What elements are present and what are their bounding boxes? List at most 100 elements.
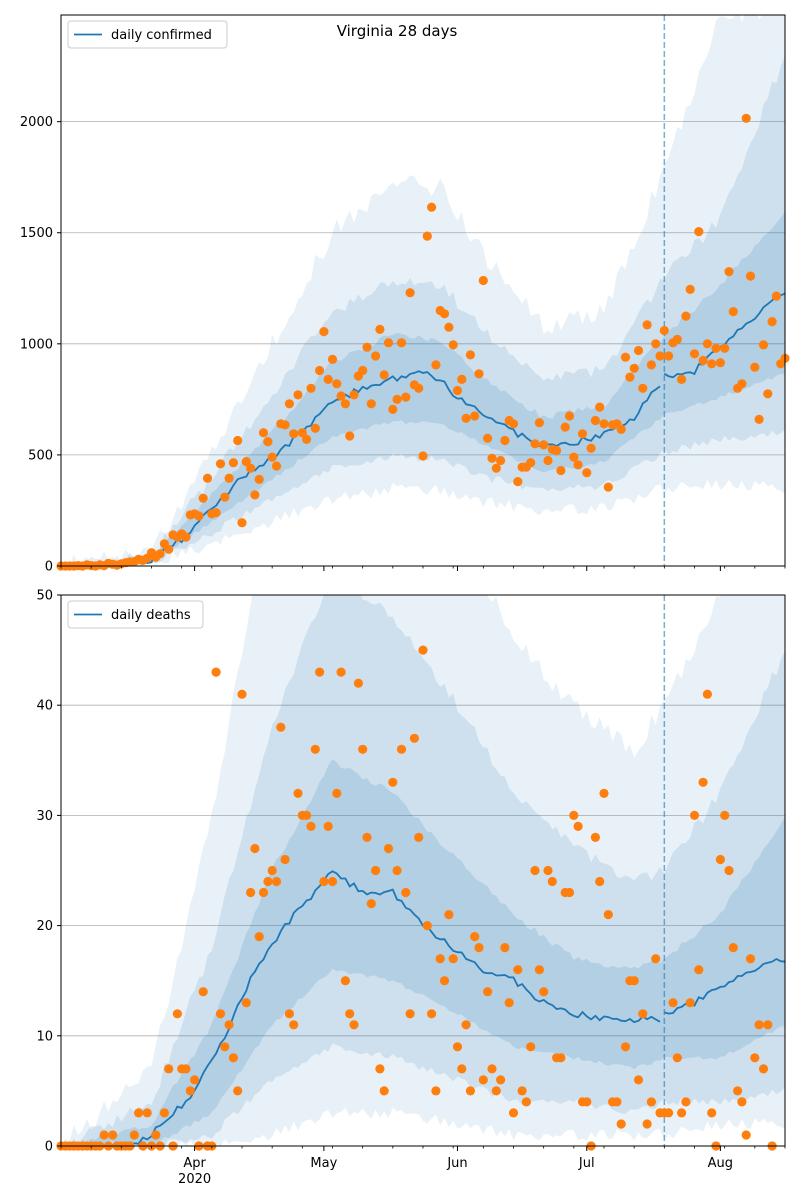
confirmed-observed-point xyxy=(737,379,747,389)
deaths-observed-point xyxy=(633,1075,644,1085)
confirmed-observed-point xyxy=(672,334,682,344)
deaths-observed-point xyxy=(379,1086,389,1096)
confirmed-observed-point xyxy=(422,231,432,241)
confirmed-observed-point xyxy=(664,351,674,361)
deaths-observed-point xyxy=(646,1097,657,1107)
deaths-observed-point xyxy=(689,810,700,821)
confirmed-observed-point xyxy=(556,465,566,476)
confirmed-observed-point xyxy=(302,434,312,444)
deaths-observed-point xyxy=(569,810,579,821)
confirmed-legend-label: daily confirmed xyxy=(111,28,212,43)
confirmed-observed-point xyxy=(228,458,238,468)
confirmed-observed-point xyxy=(297,428,307,438)
deaths-observed-point xyxy=(315,667,325,677)
confirmed-observed-point xyxy=(427,202,437,212)
confirmed-observed-point xyxy=(362,342,372,352)
deaths-observed-point xyxy=(590,832,601,843)
deaths-observed-point xyxy=(439,976,450,986)
deaths-observed-point xyxy=(681,1097,691,1107)
deaths-observed-point xyxy=(185,1086,195,1096)
confirmed-observed-point xyxy=(599,419,609,429)
confirmed-observed-point xyxy=(491,463,501,473)
confirmed-observed-point xyxy=(246,463,256,473)
deaths-observed-point xyxy=(246,887,256,898)
deaths-observed-point xyxy=(599,788,609,799)
deaths-observed-point xyxy=(564,887,575,898)
deaths-observed-point xyxy=(491,1086,501,1096)
confirmed-observed-point xyxy=(366,399,376,409)
confirmed-observed-point xyxy=(465,350,475,360)
deaths-legend-label: daily deaths xyxy=(111,608,191,623)
confirmed-observed-point xyxy=(707,359,717,369)
confirmed-observed-point xyxy=(616,424,626,434)
deaths-observed-point xyxy=(612,1097,622,1107)
confirmed-observed-point xyxy=(573,460,583,470)
deaths-observed-point xyxy=(431,1086,441,1096)
confirmed-ytick-label: 0 xyxy=(45,560,53,575)
confirmed-observed-point xyxy=(267,452,277,462)
confirmed-ytick-label: 1500 xyxy=(20,226,53,241)
confirmed-observed-point xyxy=(586,443,596,453)
confirmed-observed-point xyxy=(271,461,282,471)
deaths-observed-point xyxy=(181,1064,191,1074)
confirmed-observed-point xyxy=(487,453,497,463)
confirmed-observed-point xyxy=(250,490,260,500)
deaths-band_95-band xyxy=(61,595,785,1146)
deaths-observed-point xyxy=(478,1075,488,1085)
confirmed-observed-point xyxy=(702,339,713,349)
deaths-observed-point xyxy=(642,1119,652,1129)
confirmed-observed-point xyxy=(564,411,575,421)
deaths-observed-point xyxy=(280,854,290,865)
deaths-observed-point xyxy=(250,843,260,854)
confirmed-observed-point xyxy=(392,394,402,404)
deaths-observed-point xyxy=(284,1009,294,1019)
deaths-xtick-label: Jul xyxy=(578,1156,595,1171)
confirmed-observed-point xyxy=(371,351,381,361)
confirmed-observed-point xyxy=(620,352,631,362)
confirmed-observed-point xyxy=(698,355,708,366)
confirmed-observed-point xyxy=(284,399,294,409)
confirmed-observed-point xyxy=(771,291,782,301)
deaths-observed-point xyxy=(521,1097,532,1107)
confirmed-legend-box xyxy=(67,20,228,49)
deaths-observed-point xyxy=(603,910,613,920)
deaths-observed-point xyxy=(323,821,333,832)
deaths-observed-point xyxy=(336,667,346,677)
confirmed-observed-point xyxy=(625,372,635,382)
deaths-observed-point xyxy=(496,1075,506,1085)
deaths-observed-point xyxy=(444,910,454,920)
confirmed-observed-point xyxy=(345,431,355,441)
confirmed-observed-point xyxy=(164,544,174,554)
deaths-observed-point xyxy=(375,1064,385,1074)
deaths-observed-point xyxy=(728,943,738,953)
deaths-observed-point xyxy=(224,1020,234,1030)
deaths-band_80-band xyxy=(61,595,785,1146)
confirmed-observed-point xyxy=(452,385,463,396)
deaths-observed-point xyxy=(358,744,368,754)
confirmed-observed-point xyxy=(478,275,488,286)
confirmed-observed-point xyxy=(349,390,359,400)
confirmed-observed-point xyxy=(681,311,691,321)
deaths-observed-point xyxy=(698,777,708,787)
confirmed-observed-point xyxy=(513,477,523,487)
confirmed-observed-point xyxy=(448,340,458,350)
deaths-observed-point xyxy=(332,788,342,799)
confirmed-observed-point xyxy=(500,435,510,446)
confirmed-observed-point xyxy=(763,389,773,399)
deaths-observed-point xyxy=(616,1119,626,1129)
deaths-observed-point xyxy=(745,954,756,964)
confirmed-observed-point xyxy=(211,508,221,518)
deaths-observed-point xyxy=(258,887,269,898)
confirmed-observed-point xyxy=(327,354,338,364)
deaths-observed-point xyxy=(513,965,523,975)
deaths-observed-point xyxy=(715,854,726,865)
confirmed-observed-point xyxy=(758,340,769,350)
confirmed-observed-point xyxy=(431,360,441,370)
confirmed-observed-point xyxy=(745,271,756,281)
confirmed-observed-point xyxy=(659,325,669,336)
deaths-observed-point xyxy=(517,1086,527,1096)
deaths-observed-point xyxy=(702,689,713,699)
deaths-median-line-forecast xyxy=(664,957,785,1015)
